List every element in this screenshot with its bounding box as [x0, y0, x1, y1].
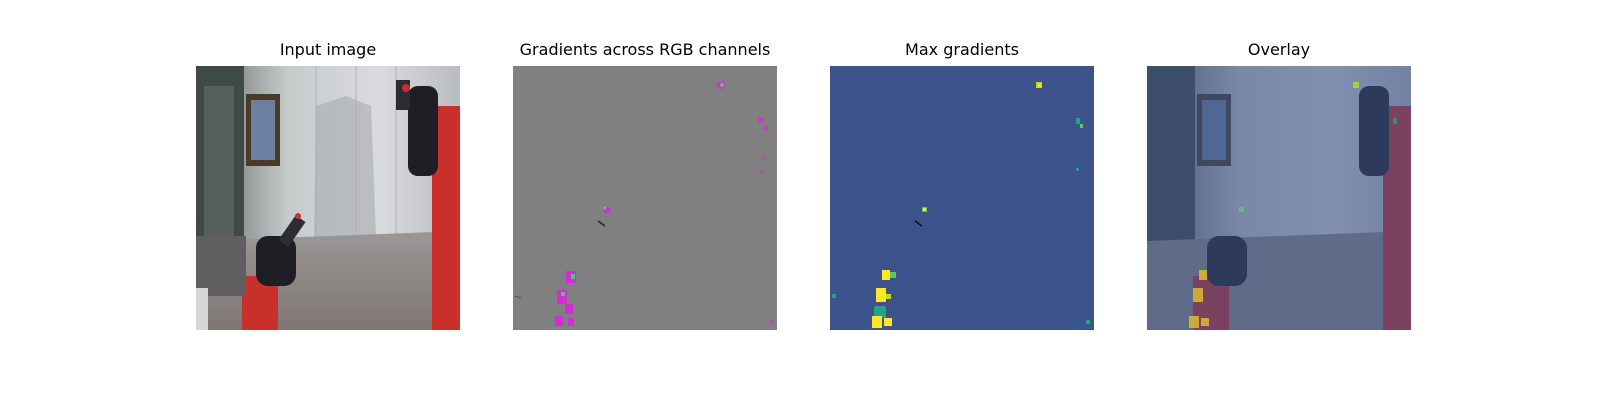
- max-gradients-image: [830, 66, 1094, 330]
- gradients-panel: [513, 66, 777, 330]
- gradients-image: [513, 66, 777, 330]
- input-image-title: Input image: [279, 40, 377, 59]
- max-gradients-title: Max gradients: [905, 40, 1019, 59]
- gradients-title: Gradients across RGB channels: [519, 40, 771, 59]
- overlay-panel: [1147, 66, 1411, 330]
- overlay-title: Overlay: [1247, 40, 1311, 59]
- input-image-panel: [196, 66, 460, 330]
- input-image: [196, 66, 460, 330]
- overlay-image: [1147, 66, 1411, 330]
- max-gradients-panel: [830, 66, 1094, 330]
